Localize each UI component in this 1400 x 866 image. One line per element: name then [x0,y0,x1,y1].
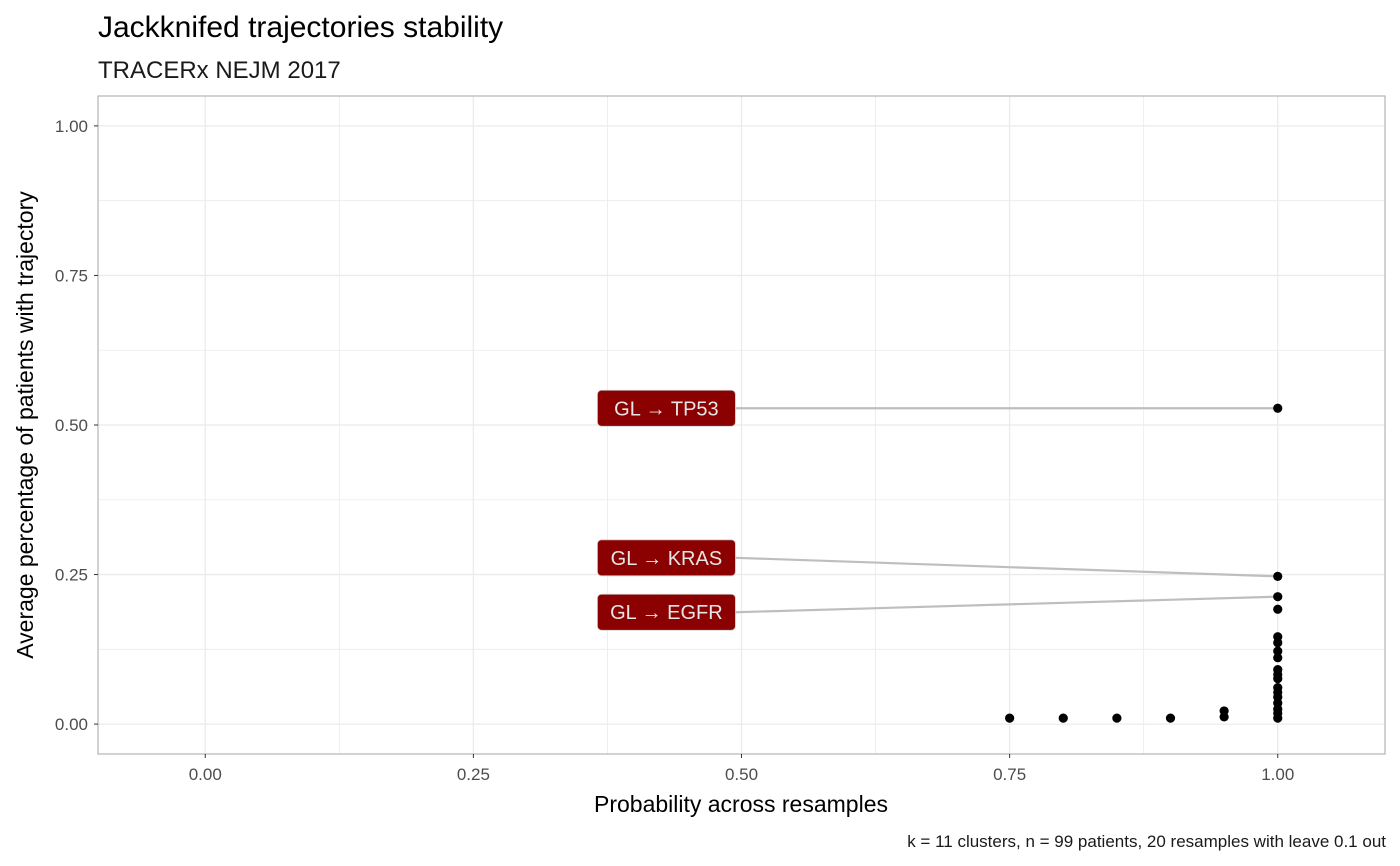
label-box [597,593,736,631]
label-connector-line [735,595,1278,614]
data-point [1273,646,1283,656]
label-connector-line [735,556,1278,578]
data-point [1058,713,1068,723]
y-tick-label: 0.75 [55,266,88,285]
grid [98,96,1385,754]
data-point [1165,713,1176,723]
x-tick-label: 1.00 [1261,765,1294,784]
x-tick-label: 0.75 [993,765,1026,784]
label-connectors [735,407,1278,614]
x-tick-label: 0.25 [457,765,490,784]
data-point [1273,604,1283,614]
y-axis-ticks: 0.00 0.25 0.50 0.75 1.00 [55,117,98,734]
chart-title: Jackknifed trajectories stability [98,11,503,44]
data-point [1273,674,1283,684]
label-box [597,389,736,427]
y-axis-title: Average percentage of patients with traj… [12,191,38,659]
chart-caption: k = 11 clusters, n = 99 patients, 20 res… [907,832,1386,851]
y-tick-label: 1.00 [55,117,88,136]
data-point [1273,571,1283,581]
chart-subtitle: TRACERx NEJM 2017 [98,57,341,84]
data-point [1273,653,1283,663]
data-point [1273,403,1283,413]
label-box [597,539,736,577]
y-tick-label: 0.25 [55,566,88,585]
data-point [1273,638,1283,648]
x-axis-ticks: 0.00 0.25 0.50 0.75 1.00 [189,754,1294,784]
label-text: GL → EGFR [610,602,723,624]
data-point [1273,592,1283,602]
data-point [1005,713,1015,723]
y-tick-label: 0.50 [55,416,88,435]
trajectory-labels: GL → TP53 GL → KRAS GL → EGFR [597,389,736,631]
label-text: GL → TP53 [614,398,719,420]
data-point [1219,712,1229,722]
label-text: GL → KRAS [611,548,723,570]
y-tick-label: 0.00 [55,715,88,734]
x-tick-label: 0.50 [725,765,758,784]
x-tick-label: 0.00 [189,765,222,784]
x-axis-title: Probability across resamples [594,791,888,817]
data-point [1112,713,1122,723]
data-point [1273,713,1283,723]
data-points [1005,403,1283,723]
